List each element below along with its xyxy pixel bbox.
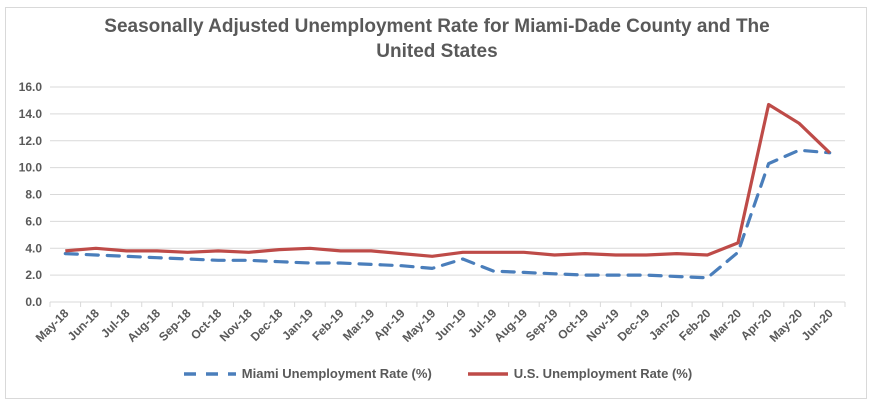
chart-title-line-1: Seasonally Adjusted Unemployment Rate fo… bbox=[104, 16, 770, 37]
y-axis-ticks: 0.0 2.0 4.0 6.0 8.0 10.0 12.0 14.0 16.0 bbox=[19, 80, 43, 309]
legend-swatch-miami bbox=[183, 371, 236, 376]
x-tick-label: Aug-18 bbox=[124, 306, 163, 345]
x-tick-label: Jun-19 bbox=[432, 306, 469, 343]
y-tick-label: 14.0 bbox=[19, 107, 43, 121]
x-tick-label: Dec-18 bbox=[248, 306, 286, 344]
y-tick-label: 4.0 bbox=[25, 241, 42, 255]
legend-label-miami: Miami Unemployment Rate (%) bbox=[241, 366, 432, 381]
x-tick-label: May-20 bbox=[767, 306, 806, 345]
x-tick-label: Nov-19 bbox=[584, 306, 622, 344]
legend: Miami Unemployment Rate (%) U.S. Unemplo… bbox=[0, 366, 874, 381]
y-tick-label: 8.0 bbox=[25, 188, 42, 202]
y-tick-label: 10.0 bbox=[19, 161, 43, 175]
x-tick-label: Nov-18 bbox=[217, 306, 255, 344]
x-tick-label: May-19 bbox=[400, 306, 439, 345]
x-tick-label: Jun-20 bbox=[799, 306, 836, 343]
x-tick-label: Feb-20 bbox=[676, 306, 713, 343]
x-tick-label: May-18 bbox=[33, 306, 72, 345]
legend-swatch-us bbox=[467, 371, 508, 376]
y-tick-label: 16.0 bbox=[19, 80, 43, 94]
x-tick-label: Jan-20 bbox=[646, 306, 683, 343]
x-tick-label: Mar-20 bbox=[707, 306, 744, 343]
x-axis-ticks: May-18Jun-18Jul-18Aug-18Sep-18Oct-18Nov-… bbox=[33, 306, 836, 345]
x-tick-label: Feb-19 bbox=[309, 306, 346, 343]
series-line-miami bbox=[63, 148, 832, 280]
legend-item-us: U.S. Unemployment Rate (%) bbox=[466, 366, 692, 381]
x-tick-label: Mar-19 bbox=[340, 306, 377, 343]
series-line-us bbox=[65, 102, 831, 258]
y-tick-label: 12.0 bbox=[19, 134, 43, 148]
y-tick-label: 0.0 bbox=[25, 295, 42, 309]
x-tick-label: Sep-19 bbox=[523, 306, 561, 344]
y-tick-label: 2.0 bbox=[25, 268, 42, 282]
legend-label-us: U.S. Unemployment Rate (%) bbox=[513, 366, 693, 381]
x-tick-label: Aug-19 bbox=[491, 306, 530, 345]
x-tick-label: Sep-18 bbox=[156, 306, 194, 344]
chart-title: Seasonally Adjusted Unemployment Rate fo… bbox=[0, 14, 874, 64]
x-tick-label: Jan-19 bbox=[279, 306, 316, 343]
series-lines bbox=[63, 102, 832, 280]
y-tick-label: 6.0 bbox=[25, 214, 42, 228]
x-axis bbox=[49, 301, 846, 307]
x-tick-label: Dec-19 bbox=[615, 306, 653, 344]
chart-frame bbox=[5, 7, 867, 399]
x-tick-label: Jun-18 bbox=[65, 306, 102, 343]
legend-item-miami: Miami Unemployment Rate (%) bbox=[182, 366, 432, 381]
chart-title-line-2: United States bbox=[376, 41, 498, 62]
